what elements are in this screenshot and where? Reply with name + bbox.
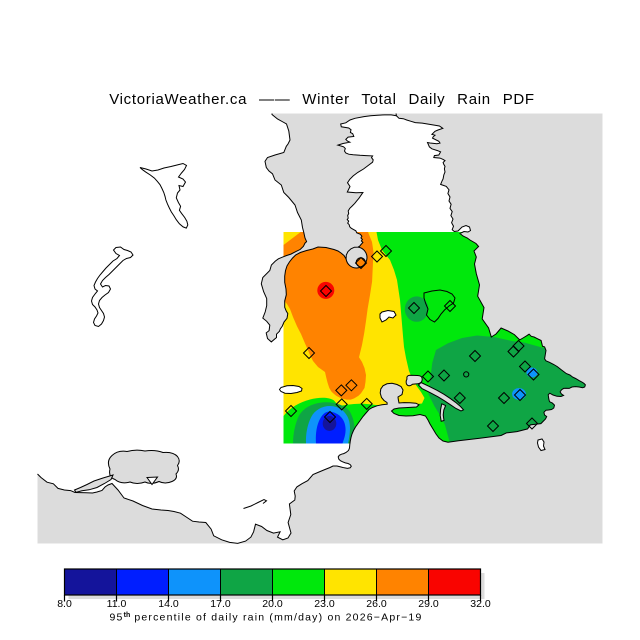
svg-text:20.0: 20.0 <box>262 598 283 610</box>
svg-text:17.0: 17.0 <box>210 598 231 610</box>
svg-text:26.0: 26.0 <box>366 598 387 610</box>
svg-text:32.0: 32.0 <box>470 598 491 610</box>
svg-text:VictoriaWeather.ca —— Winter T: VictoriaWeather.ca —— Winter Total Daily… <box>109 91 535 108</box>
svg-text:23.0: 23.0 <box>314 598 335 610</box>
svg-text:14.0: 14.0 <box>158 598 179 610</box>
svg-text:11.0: 11.0 <box>107 598 127 610</box>
svg-text:29.0: 29.0 <box>418 598 439 610</box>
svg-text:8.0: 8.0 <box>57 598 72 610</box>
svg-text:95th percentile of daily rain: 95th percentile of daily rain (mm/day) o… <box>110 612 423 624</box>
